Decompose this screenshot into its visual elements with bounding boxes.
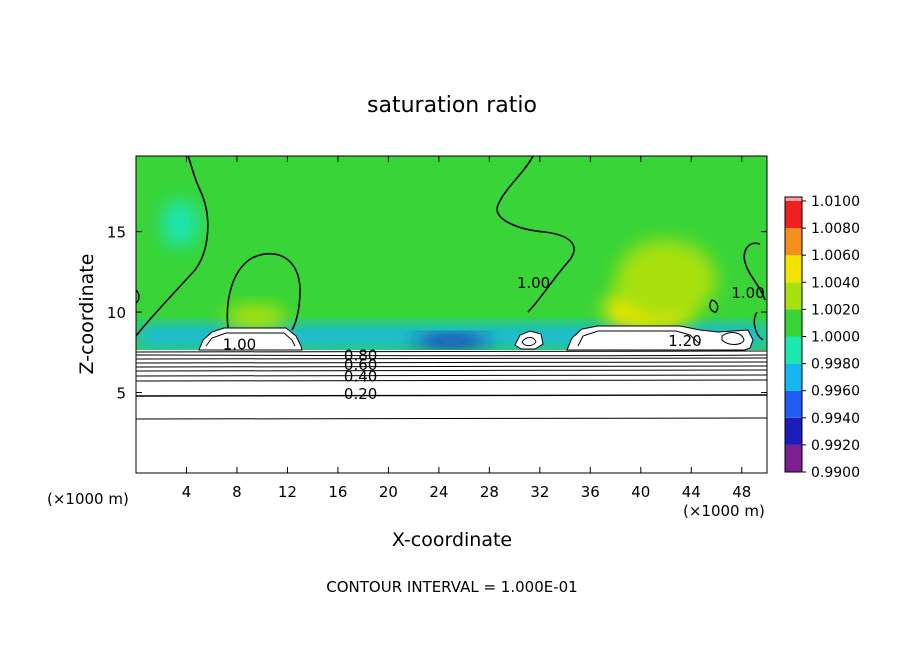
y-tick-label: 10 — [107, 304, 126, 322]
colorbar-segment — [785, 390, 802, 418]
colorbar-label: 1.0100 — [811, 194, 860, 210]
colorbar-segment — [785, 201, 802, 229]
contour-label: 1.20 — [668, 332, 701, 350]
field-region — [615, 239, 717, 321]
plot-frame — [135, 155, 768, 474]
x-unit-left: (×1000 m) — [47, 490, 129, 508]
colorbar-label: 0.9960 — [811, 384, 860, 400]
subsaturated-region — [136, 350, 767, 473]
colorbar-segment — [785, 228, 802, 256]
x-tick-label: 4 — [182, 483, 192, 501]
colorbar-segment — [785, 255, 802, 283]
colorbar-segment — [785, 417, 802, 445]
contour-label: 1.00 — [517, 274, 550, 292]
colorbar-label: 0.9920 — [811, 438, 860, 454]
colorbar-label: 1.0020 — [811, 302, 860, 318]
x-tick-label: 12 — [278, 483, 297, 501]
field-region — [224, 304, 288, 332]
x-tick-label: 48 — [732, 483, 751, 501]
contour-label: 0.80 — [344, 347, 377, 365]
x-tick-label: 28 — [480, 483, 499, 501]
colorbar-segment — [785, 363, 802, 391]
x-unit-right: (×1000 m) — [683, 502, 765, 520]
colorbar-cap — [785, 197, 802, 201]
x-tick-label: 36 — [581, 483, 600, 501]
colorbar-label: 1.0060 — [811, 248, 860, 264]
x-tick-label: 24 — [429, 483, 448, 501]
contour-lines — [136, 156, 766, 347]
colorbar: 0.9900 0.9920 0.9940 0.9960 0.9980 1.0000 1.00… — [784, 194, 860, 481]
x-tick-label: 40 — [631, 483, 650, 501]
contour-label: 0.40 — [344, 367, 377, 385]
colorbar-label: 1.0040 — [811, 275, 860, 291]
colorbar-segment — [785, 444, 802, 472]
colorbar-label: 0.9940 — [811, 411, 860, 427]
x-axis-ticks: 4 8 12 16 20 24 28 32 36 40 44 48 — [182, 156, 751, 501]
x-tick-label: 16 — [328, 483, 347, 501]
plot-area: 1.000.800.600.400.201.001.201.00 4 8 12 16 2… — [107, 155, 768, 501]
contour-label: 0.20 — [344, 385, 377, 403]
y-axis-ticks: 5 10 15 — [107, 224, 767, 403]
x-tick-label: 32 — [530, 483, 549, 501]
colorbar-frame — [784, 196, 803, 473]
x-tick-label: 20 — [379, 483, 398, 501]
chart-title: saturation ratio — [367, 93, 537, 118]
y-tick-label: 5 — [116, 385, 126, 403]
colorbar-segment — [785, 282, 802, 310]
contour-label: 1.00 — [731, 284, 764, 302]
colorbar-segment — [785, 336, 802, 364]
colorbar-label: 1.0000 — [811, 330, 860, 346]
field-region — [161, 199, 200, 248]
contour-interval-note: CONTOUR INTERVAL = 1.000E-01 — [326, 578, 577, 596]
colorbar-label: 1.0080 — [811, 221, 860, 237]
contour-label: 1.00 — [223, 335, 256, 353]
colorbar-segment — [785, 309, 802, 337]
x-tick-label: 44 — [682, 483, 701, 501]
y-axis-label: Z-coordinate — [76, 254, 98, 375]
contour-labels: 1.00 0.800.600.400.20 1.00 1.20 1.00 — [223, 274, 765, 403]
x-tick-label: 8 — [232, 483, 242, 501]
cloud-right — [566, 325, 754, 351]
y-tick-label: 15 — [107, 224, 126, 242]
contour-label: 0.60 — [344, 356, 377, 374]
x-axis-label: X-coordinate — [392, 529, 512, 551]
colorbar-label: 0.9980 — [811, 357, 860, 373]
field-region — [413, 334, 490, 348]
cloud-middle — [514, 330, 544, 350]
colorbar-label: 0.9900 — [811, 465, 860, 481]
